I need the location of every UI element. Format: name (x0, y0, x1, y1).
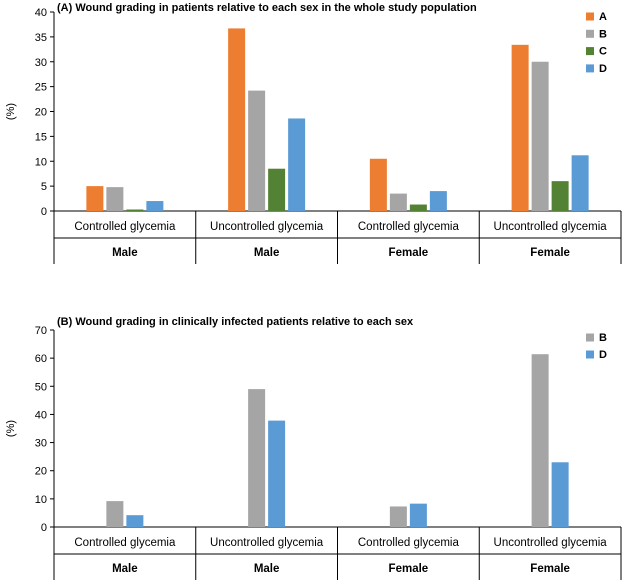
chart0-bar-b (248, 90, 266, 211)
chart0-bar-a (86, 186, 104, 211)
chart1-title: (B) Wound grading in clinically infected… (57, 316, 414, 328)
chart1-y-tick-label: 10 (35, 494, 47, 506)
chart0-bar-a (369, 158, 387, 211)
chart1-y-tick-label: 60 (35, 353, 47, 365)
chart1-legend-label: D (599, 349, 607, 361)
chart1-bar-b (248, 389, 266, 527)
chart1-y-tick-label: 40 (35, 409, 47, 421)
chart0-group-label: Female (389, 247, 429, 259)
chart0-category-label: Uncontrolled glycemia (210, 221, 324, 233)
chart0-bar-a (228, 28, 246, 212)
chart1-y-tick-label: 70 (35, 325, 47, 337)
chart0-y-tick-label: 40 (35, 7, 47, 19)
chart1-group-label: Male (112, 563, 138, 575)
chart0-y-tick-label: 15 (35, 131, 47, 143)
chart0-bar-c (551, 181, 569, 211)
chart0-group-label: Male (112, 247, 138, 259)
chart0-y-tick-label: 10 (35, 156, 47, 168)
chart0-category-label: Uncontrolled glycemia (494, 221, 608, 233)
chart0-y-tick-label: 20 (35, 107, 47, 119)
chart1-bar-b (531, 354, 549, 527)
chart1-bar-d (126, 515, 144, 527)
chart0-legend-label: D (599, 63, 607, 75)
chart0-group-label: Male (254, 247, 280, 259)
chart1-legend-label: B (599, 332, 607, 344)
chart0-bar-c (126, 209, 144, 211)
chart1-legend-swatch (586, 350, 594, 359)
chart0-y-tick-label: 30 (35, 57, 47, 69)
chart1-group-label: Female (530, 563, 570, 575)
chart0-bar-b (106, 187, 124, 211)
chart0-bar-d (429, 191, 447, 211)
chart1-y-tick-label: 30 (35, 438, 47, 450)
chart1-legend-swatch (586, 333, 594, 342)
chart0-y-tick-label: 0 (41, 206, 47, 218)
chart0-legend-swatch (586, 64, 594, 73)
chart0-bar-c (268, 168, 286, 211)
chart0-bar-a (511, 44, 529, 212)
chart1-bar-d (268, 420, 286, 527)
chart1-bar-b (106, 501, 124, 527)
chart0-y-tick-label: 25 (35, 82, 47, 94)
chart0-bar-d (571, 155, 589, 211)
chart1-bar-d (409, 503, 427, 527)
chart0-category-label: Controlled glycemia (358, 221, 460, 233)
chart0-bar-b (389, 193, 407, 211)
chart0-bar-d (288, 118, 306, 211)
chart0-title: (A) Wound grading in patients relative t… (57, 2, 477, 14)
chart1-category-label: Controlled glycemia (74, 537, 176, 549)
chart0-legend-swatch (586, 47, 594, 56)
chart0-bar-c (409, 204, 427, 211)
chart1-y-tick-label: 50 (35, 381, 47, 393)
chart1-y-tick-label: 20 (35, 466, 47, 478)
chart1-category-label: Uncontrolled glycemia (210, 537, 324, 549)
chart0-y-axis-label: (%) (5, 103, 17, 120)
chart0-category-label: Controlled glycemia (74, 221, 176, 233)
chart0-y-tick-label: 5 (41, 181, 47, 193)
chart1-group-label: Male (254, 563, 280, 575)
chart0-group-label: Female (530, 247, 570, 259)
chart1-bar-d (551, 462, 569, 527)
chart1-category-label: Controlled glycemia (358, 537, 460, 549)
chart0-legend-label: C (599, 46, 607, 58)
chart0-bar-d (146, 201, 164, 211)
chart0-legend-swatch (586, 29, 594, 38)
chart1-category-label: Uncontrolled glycemia (494, 537, 608, 549)
chart1-y-axis-label: (%) (5, 420, 17, 437)
chart0-legend-label: A (599, 11, 607, 23)
chart1-y-tick-label: 0 (41, 522, 47, 534)
chart1-bar-b (389, 506, 407, 527)
chart0-bar-b (531, 61, 549, 211)
chart0-legend-swatch (586, 12, 594, 21)
chart0-y-tick-label: 35 (35, 32, 47, 44)
chart1-group-label: Female (389, 563, 429, 575)
chart0-legend-label: B (599, 28, 607, 40)
